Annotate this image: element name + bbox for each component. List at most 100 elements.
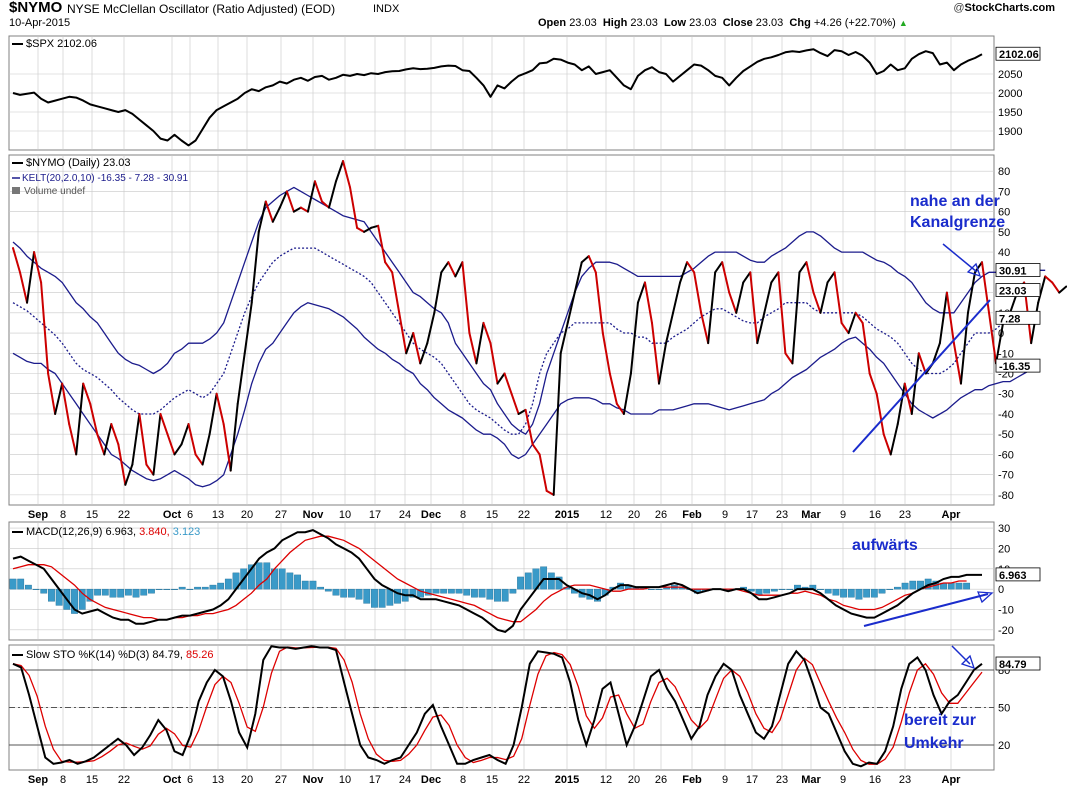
macd-histogram-bar: [894, 586, 901, 590]
nymo-last-value: 23.03: [999, 286, 1027, 298]
nymo-segment: [236, 352, 246, 405]
macd-histogram-bar: [194, 586, 201, 590]
macd-histogram-bar: [540, 566, 548, 590]
nymo-segment: [833, 271, 843, 324]
nymo-segment: [243, 301, 253, 355]
nymo-segment: [517, 408, 527, 415]
symbol-title: $NYMO: [9, 0, 63, 16]
macd-tick-label: -10: [998, 604, 1014, 616]
annotation-arrow: [942, 243, 978, 273]
nymo-segment: [12, 247, 22, 274]
nymo-segment: [68, 423, 78, 456]
nymo-segment: [124, 463, 134, 486]
macd-histogram-bar: [124, 588, 132, 596]
low-label: Low: [664, 17, 687, 29]
macd-histogram-bar: [886, 588, 894, 590]
nymo-segment: [510, 392, 520, 415]
brand-logo[interactable]: @StockCharts.com: [953, 2, 1055, 14]
x-tick-label: 6: [187, 774, 193, 786]
open-value: 23.03: [569, 17, 597, 29]
nymo-segment: [426, 311, 436, 345]
nymo-segment: [742, 271, 752, 284]
nymo-segment: [826, 271, 836, 284]
macd-histogram-bar: [463, 588, 471, 596]
nymo-segment: [608, 372, 618, 405]
nymo-segment: [405, 332, 415, 355]
nymo-segment: [938, 291, 948, 345]
x-tick-label: 23: [776, 509, 788, 521]
exchange-label: INDX: [373, 3, 400, 15]
x-tick-label: Feb: [682, 509, 702, 521]
macd-histogram-bar: [224, 578, 232, 590]
nymo-segment: [138, 412, 148, 466]
nymo-segment: [96, 433, 106, 456]
nymo-segment: [292, 206, 302, 213]
nymo-segment: [89, 402, 99, 436]
x-tick-label: 17: [746, 774, 758, 786]
macd-histogram-bar: [647, 588, 655, 590]
sto-tick-label: 50: [998, 703, 1010, 715]
x-tick-label: 16: [869, 509, 881, 521]
nymo-segment: [229, 402, 239, 472]
macd-histogram-bar: [447, 588, 455, 594]
x-tick-label: 9: [722, 509, 728, 521]
macd-histogram-bar: [278, 568, 286, 590]
x-tick-label: 8: [460, 509, 466, 521]
volume-legend: Volume undef: [24, 186, 85, 197]
macd-histogram-bar: [747, 588, 755, 592]
nymo-segment: [110, 423, 120, 446]
nymo-segment: [103, 423, 113, 456]
arrow-head-icon: [960, 654, 976, 670]
nymo-segment: [714, 261, 724, 274]
nymo-segment: [412, 332, 422, 365]
nymo-segment: [580, 255, 590, 264]
macd-last-value-box: [995, 567, 1041, 582]
chg-label: Chg: [789, 17, 811, 29]
nymo-segment: [166, 433, 176, 456]
x-tick-label: 22: [518, 509, 530, 521]
macd-histogram-bar: [24, 584, 32, 590]
nymo-segment: [75, 382, 85, 456]
nymo-segment: [1044, 275, 1054, 284]
nymo-segment: [728, 291, 738, 314]
nymo-segment: [840, 321, 850, 335]
macd-histogram-bar: [301, 580, 309, 590]
spx-price-line: [12, 48, 983, 147]
nymo-segment: [180, 423, 190, 446]
macd-histogram-bar: [78, 588, 86, 610]
macd-histogram-bar: [363, 588, 371, 604]
high-value: 23.03: [630, 17, 658, 29]
nymo-segment: [594, 271, 604, 335]
nymo-segment: [327, 180, 337, 209]
annotation-text: bereit zur: [904, 712, 976, 729]
x-tick-label: Dec: [421, 509, 441, 521]
x-tick-label: 27: [275, 774, 287, 786]
nymo-segment: [643, 281, 653, 324]
macd-histogram-bar: [32, 588, 40, 590]
macd-histogram-bar: [217, 582, 225, 590]
macd-tick-label: 0: [998, 584, 1004, 596]
macd-histogram-bar: [409, 588, 417, 598]
macd-histogram-bar: [378, 588, 386, 608]
macd-histogram-bar: [501, 588, 509, 602]
nymo-segment: [615, 402, 625, 415]
sto-d-value: 85.26: [186, 649, 214, 661]
arrow-head-icon: [977, 591, 994, 604]
sto-last-value: 84.79: [999, 659, 1027, 671]
chg-value: +4.26 (+22.70%): [813, 17, 896, 29]
kelt-lower-line: [12, 302, 1039, 488]
nymo-frame: [8, 154, 995, 506]
macd-trendline: [863, 593, 989, 627]
nymo-tick-label: -30: [998, 389, 1014, 401]
spx-tick-label: 1900: [998, 126, 1022, 138]
x-tick-label: 10: [339, 509, 351, 521]
macd-histogram-bar: [163, 588, 171, 590]
nymo-segment: [47, 372, 57, 415]
nymo-tick-label: -70: [998, 470, 1014, 482]
nymo-segment: [33, 251, 43, 284]
nymo-segment: [868, 372, 878, 395]
nymo-segment: [889, 423, 899, 456]
nymo-segment: [145, 463, 155, 476]
nymo-segment: [54, 382, 64, 415]
x-tick-label: Nov: [303, 774, 325, 786]
